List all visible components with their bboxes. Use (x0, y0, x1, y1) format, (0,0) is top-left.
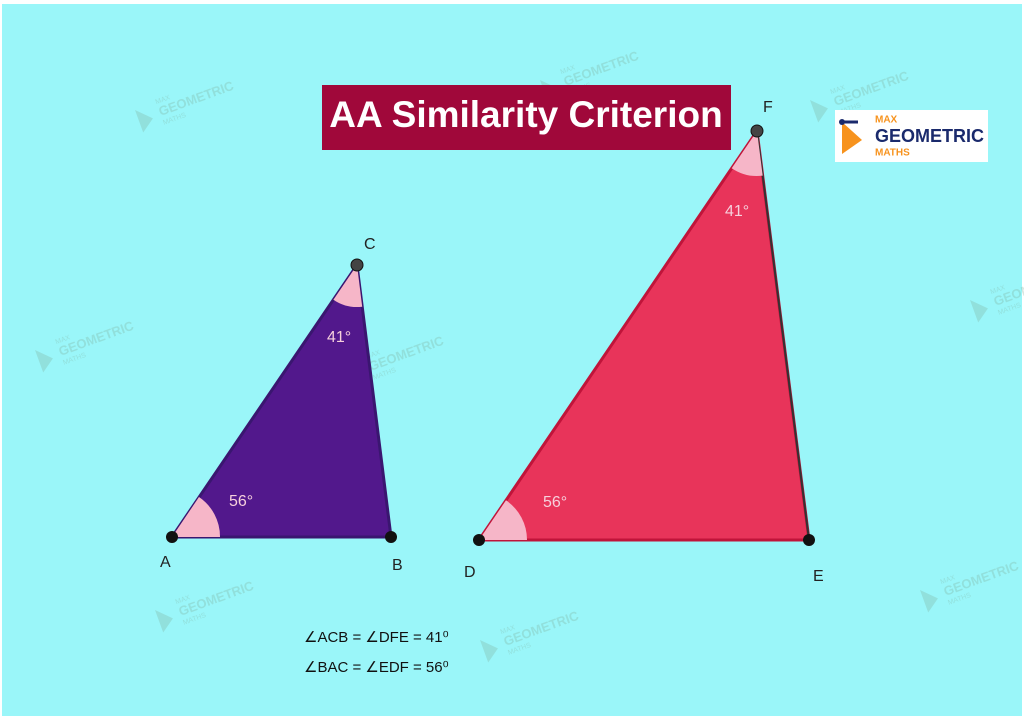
edge (756, 130, 810, 541)
vertex (473, 534, 485, 546)
watermark-icon (480, 640, 498, 663)
watermark-text: MAX (365, 349, 382, 361)
angle-arc (172, 497, 221, 537)
logo-text: GEOMETRIC (875, 126, 984, 146)
watermark-text: MAX (500, 624, 517, 636)
triangle (169, 260, 393, 539)
watermark-text: MAX (830, 84, 847, 96)
watermark-text: MAX (175, 594, 192, 606)
equation: ∠BAC = ∠EDF = 56⁰ (304, 659, 449, 676)
watermark-text: MAX (155, 94, 172, 106)
vertex-label: C (364, 236, 376, 253)
title: AA Similarity Criterion (329, 94, 722, 135)
angle-label: 56° (543, 494, 567, 511)
watermark-icon (970, 300, 988, 323)
vertex-label: B (392, 557, 403, 574)
watermark-text: MAX (940, 574, 957, 586)
logo-text: MATHS (875, 148, 910, 159)
watermark-icon (35, 350, 53, 373)
logo: MAX GEOMETRIC MATHS (835, 110, 988, 162)
vertex (166, 531, 178, 543)
logo-box (835, 110, 988, 162)
watermark-icon (810, 100, 828, 123)
triangle-abc: A B C 56° 41° (160, 236, 403, 574)
angle-label: 41° (725, 203, 749, 220)
watermark-text: MAX (990, 284, 1007, 296)
watermark-text: MAX (55, 334, 72, 346)
angle-label: 41° (327, 329, 351, 346)
watermark-text: MAX (560, 64, 577, 76)
vertex-label: F (763, 99, 773, 116)
vertex (803, 534, 815, 546)
watermark-icon (135, 110, 153, 133)
vertex-label: A (160, 554, 171, 571)
angle-arc (333, 265, 363, 308)
watermark-icon (155, 610, 173, 633)
title-box (322, 85, 731, 150)
logo-icon (842, 122, 862, 154)
vertex-label: E (813, 568, 824, 585)
equation: ∠ACB = ∠DFE = 41⁰ (304, 629, 449, 646)
vertex (350, 258, 364, 272)
vertex-label: D (464, 564, 476, 581)
logo-icon (839, 119, 845, 125)
logo-text: MAX (875, 115, 898, 126)
angle-label: 56° (229, 493, 253, 510)
vertex (385, 531, 397, 543)
angle-arc (479, 500, 527, 540)
triangle-def: D E F 56° 41° (464, 99, 824, 585)
vertex (750, 124, 764, 138)
angle-arc (731, 131, 763, 176)
watermark-icon (920, 590, 938, 613)
